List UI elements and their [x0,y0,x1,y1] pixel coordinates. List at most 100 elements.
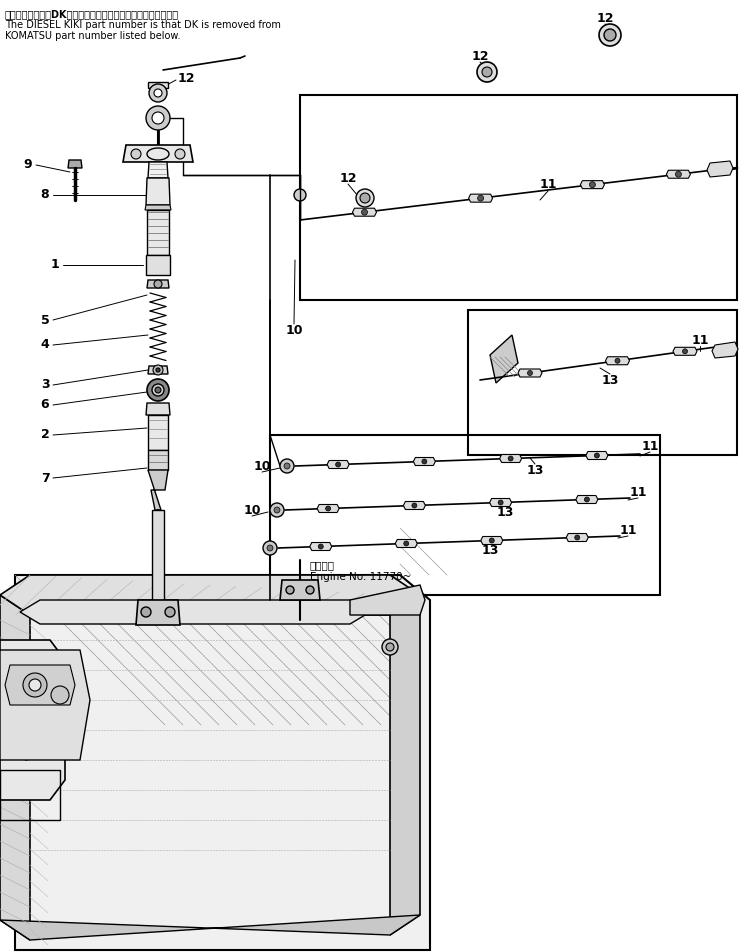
Circle shape [165,607,175,617]
Text: 13: 13 [601,373,619,387]
Polygon shape [310,543,332,550]
Circle shape [403,541,409,546]
Polygon shape [712,342,738,358]
Polygon shape [403,502,425,509]
Text: 11: 11 [629,486,647,499]
Polygon shape [146,255,170,275]
Circle shape [23,673,47,697]
Circle shape [131,149,141,159]
Circle shape [675,171,681,177]
Polygon shape [152,510,164,600]
Polygon shape [68,160,82,168]
Polygon shape [148,415,168,450]
Circle shape [280,459,294,473]
Polygon shape [15,575,430,950]
Circle shape [360,193,370,203]
Polygon shape [390,595,420,935]
Circle shape [152,384,164,396]
Polygon shape [148,470,168,510]
Polygon shape [0,595,30,940]
Circle shape [615,358,620,364]
Circle shape [270,503,284,517]
Circle shape [155,387,161,393]
Text: 12: 12 [339,171,357,185]
Polygon shape [500,454,521,463]
Text: 12: 12 [471,50,489,63]
Circle shape [356,189,374,207]
Circle shape [306,586,314,594]
Circle shape [326,506,331,511]
Text: 12: 12 [178,71,196,85]
Polygon shape [350,585,425,615]
Circle shape [141,607,151,617]
Text: The DIESEL KIKI part number is that DK is removed from: The DIESEL KIKI part number is that DK i… [5,20,281,30]
Polygon shape [518,369,542,377]
Polygon shape [395,540,418,547]
Text: 10: 10 [285,324,303,336]
Text: 13: 13 [527,464,544,477]
Polygon shape [148,450,168,470]
Circle shape [683,348,687,354]
Text: 3: 3 [40,379,49,391]
Text: 適用号機: 適用号機 [310,560,335,570]
Circle shape [263,541,277,555]
Circle shape [147,379,169,401]
Circle shape [599,24,621,46]
Polygon shape [20,600,370,624]
Polygon shape [0,640,65,800]
Text: 13: 13 [481,544,499,557]
Circle shape [508,456,513,461]
Circle shape [335,462,341,467]
Polygon shape [666,170,690,178]
Polygon shape [146,403,170,415]
Text: 8: 8 [40,188,49,202]
Text: 10: 10 [244,504,261,517]
Polygon shape [481,537,503,545]
Polygon shape [0,575,420,615]
Text: 7: 7 [40,471,49,485]
Circle shape [153,365,163,375]
Circle shape [584,497,589,502]
Text: 11: 11 [539,179,557,191]
Text: 1: 1 [51,259,59,271]
Polygon shape [147,210,169,255]
Polygon shape [123,145,193,162]
Circle shape [284,463,290,469]
Circle shape [477,62,497,82]
Circle shape [382,639,398,655]
Circle shape [362,209,368,215]
Polygon shape [468,194,492,202]
Circle shape [146,106,170,130]
Circle shape [498,500,503,505]
Circle shape [175,149,185,159]
Circle shape [386,643,394,651]
Text: 6: 6 [40,399,49,411]
Text: 10: 10 [253,460,270,472]
Polygon shape [5,665,75,705]
Circle shape [477,195,483,201]
Polygon shape [136,600,180,625]
Polygon shape [707,161,733,177]
Polygon shape [489,499,512,506]
Circle shape [286,586,294,594]
Text: 11: 11 [641,440,659,452]
Text: 4: 4 [40,339,49,351]
Polygon shape [580,181,604,188]
Circle shape [154,89,162,97]
Circle shape [156,368,160,372]
Circle shape [482,67,492,77]
Circle shape [149,84,167,102]
Text: 13: 13 [496,506,514,519]
Polygon shape [586,451,608,460]
Text: 品番のメーカ記号DKを除いたものがダーゼル機器の品番です。: 品番のメーカ記号DKを除いたものがダーゼル機器の品番です。 [5,9,179,19]
Text: 2: 2 [40,428,49,442]
Polygon shape [317,505,339,512]
Polygon shape [148,82,168,88]
Text: 5: 5 [40,313,49,327]
Text: 9: 9 [24,158,32,171]
Polygon shape [148,162,168,178]
Polygon shape [146,178,170,205]
Polygon shape [280,580,320,600]
Polygon shape [606,357,630,365]
Circle shape [489,538,495,543]
